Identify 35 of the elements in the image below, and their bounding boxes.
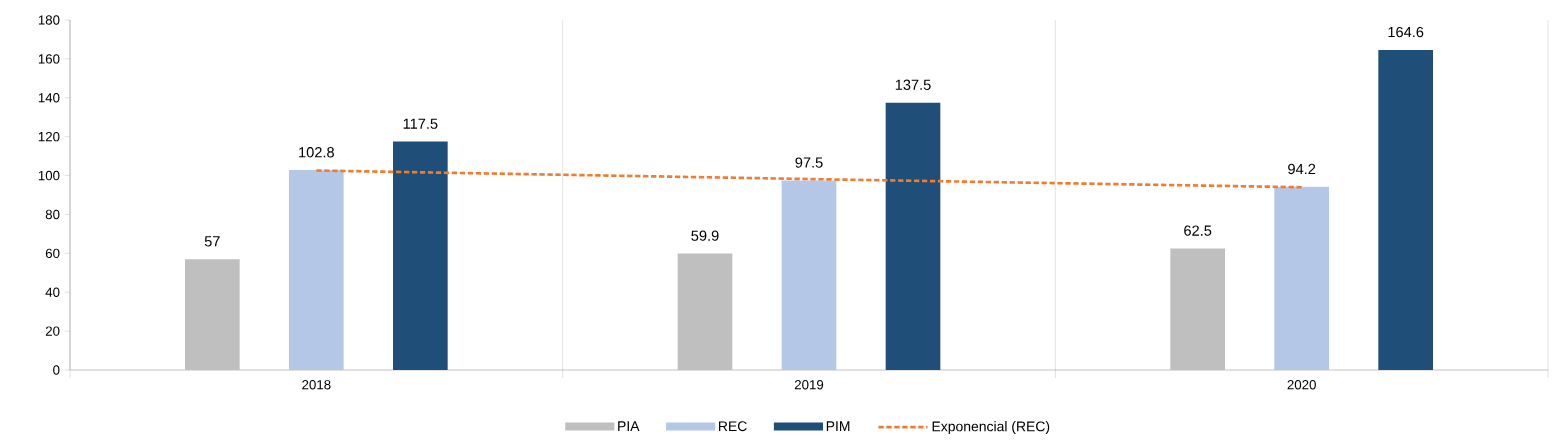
data-label: 97.5 (795, 157, 823, 168)
bar (393, 141, 448, 370)
bar (289, 170, 344, 370)
y-tick-label: 80 (45, 209, 60, 220)
legend-label: Exponencial (REC) (932, 421, 1050, 435)
y-tick-label: 180 (38, 15, 60, 25)
bar (1274, 186, 1329, 370)
data-label: 57 (204, 236, 220, 247)
bar (677, 253, 733, 370)
data-label: 94.2 (1288, 163, 1316, 175)
y-tick-label: 40 (45, 287, 60, 297)
bar (1378, 49, 1433, 370)
legend-label: PIM (826, 421, 850, 431)
data-label: 137.5 (895, 79, 931, 90)
bar (781, 180, 837, 370)
legend-label: REC (719, 421, 747, 432)
legend-label: PIA (618, 421, 640, 431)
bar (185, 259, 240, 370)
x-tick-label: 2019 (794, 380, 824, 390)
y-tick-label: 60 (45, 248, 60, 259)
bar (1170, 248, 1225, 370)
data-label: 62.5 (1184, 225, 1212, 236)
data-label: 102.8 (299, 147, 334, 158)
y-tick-label: 0 (53, 365, 60, 375)
y-tick-label: 160 (38, 54, 60, 64)
x-tick-label: 2018 (302, 380, 331, 390)
x-tick-label: 2020 (1287, 380, 1316, 390)
y-tick-label: 120 (38, 131, 60, 142)
y-tick-label: 140 (38, 93, 60, 103)
data-label: 117.5 (403, 118, 438, 129)
y-tick-label: 20 (45, 326, 60, 336)
data-label: 59.9 (691, 230, 719, 241)
y-tick-label: 100 (38, 170, 60, 181)
data-label: 164.6 (1388, 26, 1424, 38)
bar (885, 102, 941, 370)
